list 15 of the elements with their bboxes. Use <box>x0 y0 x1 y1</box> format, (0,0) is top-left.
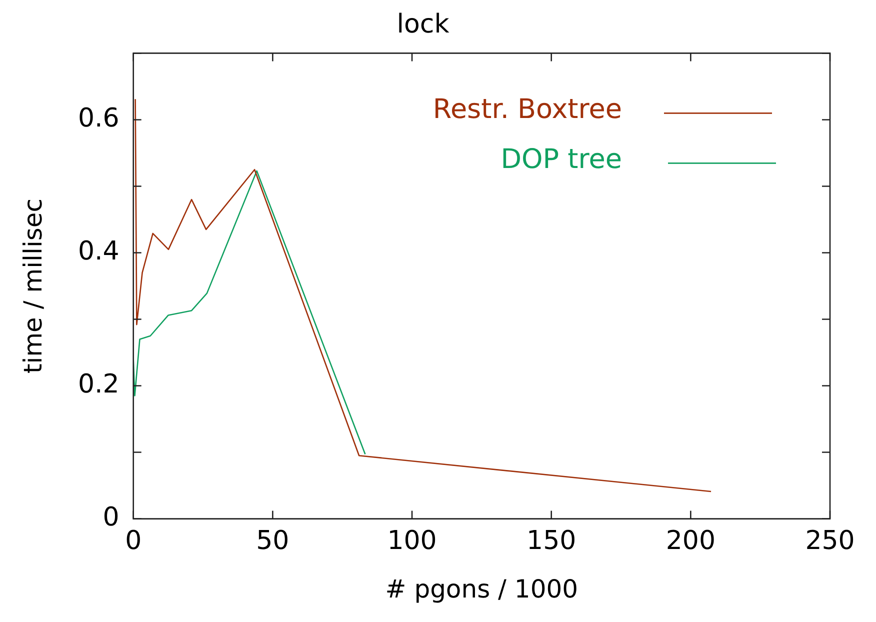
y-tick-label: 0.6 <box>78 103 120 134</box>
y-tick-label: 0.4 <box>78 236 120 266</box>
x-tick-label: 0 <box>125 526 142 556</box>
legend-label: Restr. Boxtree <box>432 94 622 126</box>
y-axis-title: time / millisec <box>18 198 48 374</box>
x-tick-label: 100 <box>387 526 437 556</box>
x-tick-label: 200 <box>666 526 716 556</box>
x-axis-title: # pgons / 1000 <box>385 574 578 604</box>
x-tick-label: 50 <box>256 526 290 556</box>
chart-title: lock <box>396 9 450 40</box>
x-tick-label: 150 <box>526 526 576 556</box>
y-tick-label: 0 <box>102 502 120 533</box>
y-tick-label: 0.2 <box>78 370 120 400</box>
x-tick-label: 250 <box>805 526 855 556</box>
legend-label: DOP tree <box>500 144 622 176</box>
